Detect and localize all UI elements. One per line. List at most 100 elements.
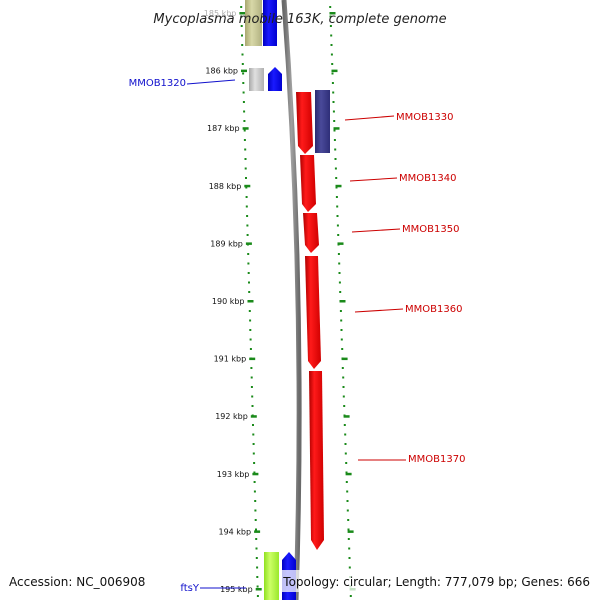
ruler-dot [252,452,255,455]
ruler-dot [249,348,252,350]
ruler-tick [249,357,256,361]
ruler-tick [247,300,254,303]
gene-blue-top [263,0,277,46]
ruler-dot [331,72,334,75]
ruler-tick-label: 191 kbp [214,355,247,364]
ruler-dot [254,509,257,512]
ruler-tick [331,69,338,73]
ruler-dot [245,186,248,189]
ruler-dot [256,576,259,578]
ruler-dot [241,63,244,65]
ruler-dot [344,443,347,445]
gene-features [245,0,330,600]
ruler-tick [255,588,262,591]
ruler-dot [334,167,337,170]
gene-olive-top [245,0,262,46]
ruler-dot [339,291,342,293]
ruler-dot [250,376,253,379]
ruler-dot [256,585,259,588]
ruler-dot [329,15,332,18]
ruler-dot [338,262,341,265]
gene-MMOB1360 [305,256,321,369]
ruler-dot [255,528,257,531]
ruler-tick [245,242,252,245]
ruler-dot [345,481,348,483]
ruler-tick [333,127,340,130]
ruler-dot [255,547,258,550]
leader-MMOB1330 [344,115,395,121]
ruler-dot [331,63,334,65]
label-MMOB1340: MMOB1340 [399,173,456,184]
leader-MMOB1350 [351,228,401,233]
ruler-dot [349,595,352,597]
ruler-dot [241,34,243,37]
label-MMOB1370: MMOB1370 [408,454,465,465]
gene-MMOB1370 [309,371,324,550]
ruler-dot [248,291,251,293]
ruler-dot [339,310,342,312]
ruler-dot [253,471,256,474]
ruler-dot [336,224,339,227]
ruler-dot [345,471,348,474]
ruler-tick [254,530,261,533]
ruler-tick-label: 188 kbp [209,182,242,191]
ruler-dot [329,25,332,27]
ruler-dot [334,148,337,151]
gene-blue-arrow-186 [268,67,282,91]
ruler-tick [250,415,257,418]
label-ftsY: ftsY [180,583,199,594]
ruler-dot [346,500,349,502]
footer-topology-bg [282,570,594,592]
ruler-dot [342,376,345,379]
map-title: Mycoplasma mobile 163K, complete genome [153,12,446,27]
ruler-dot [251,405,254,407]
ruler-dot [242,101,245,103]
ruler-dot [242,72,245,75]
ruler-dot [344,452,347,455]
ruler-tick-label: 189 kbp [210,239,243,248]
ruler-dot [246,234,249,236]
ruler-dot [240,6,243,8]
ruler-tick [242,127,249,130]
ruler-dot [243,139,246,141]
ruler-dot [332,110,335,113]
ruler-dot [337,234,340,236]
ruler-dot [340,329,343,331]
ruler-dot [241,44,244,46]
leader-MMOB1340 [349,177,398,182]
ruler-dot [335,186,338,189]
ruler-dot [242,82,245,84]
gene-MMOB1330 [315,90,330,153]
ruler-dot [346,490,349,493]
ruler-dot [330,53,333,56]
ruler-tick [345,472,352,476]
ruler-dot [245,177,247,179]
ruler-dot [331,82,334,84]
ruler-tick-label: 185 kbp [204,9,237,18]
ruler-dot [332,91,335,94]
ruler-dot [247,272,250,274]
ruler-dot [342,386,345,388]
ruler-tick [343,415,350,418]
gene-MMOB1350 [303,213,319,253]
ruler-dot [248,281,250,284]
ruler-dot [336,215,339,217]
ruler-tick [244,184,251,188]
ruler-dot [347,519,350,521]
ruler-tick-label: 187 kbp [207,124,240,133]
ruler-dot [343,424,346,426]
label-MMOB1320: MMOB1320 [129,78,186,89]
ruler-dot [330,44,333,46]
ruler-dot [333,139,336,141]
footer-accession: Accession: NC_006908 [9,575,145,589]
genome-backbone [281,0,302,600]
ruler-dot [243,129,246,132]
leader-MMOB1360 [354,308,404,313]
ruler-tick-label: 190 kbp [212,297,245,306]
ruler-tick-label: 192 kbp [215,412,248,421]
ruler-dot [335,177,338,179]
ruler-dot [335,196,338,198]
ruler-dot [337,253,340,255]
ruler-tick [252,472,259,476]
